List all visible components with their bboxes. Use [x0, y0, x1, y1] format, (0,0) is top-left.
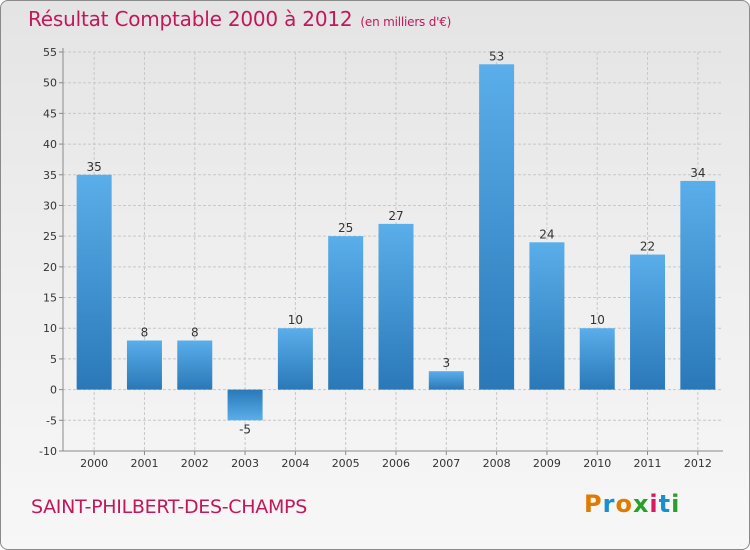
y-tick-label: 30 — [43, 199, 57, 212]
y-tick-label: 15 — [43, 292, 57, 305]
data-label: 10 — [590, 313, 605, 327]
y-tick-label: 10 — [43, 322, 57, 335]
x-tick-label: 2003 — [231, 457, 259, 470]
y-tick-label: 0 — [50, 384, 57, 397]
data-label: 22 — [640, 240, 655, 254]
x-tick-label: 2005 — [332, 457, 360, 470]
commune-name: SAINT-PHILBERT-DES-CHAMPS — [31, 496, 307, 518]
logo-letter: t — [658, 490, 672, 518]
bar-2005 — [328, 236, 364, 390]
bar-2011 — [630, 254, 666, 390]
x-tick-label: 2008 — [483, 457, 511, 470]
chart-subtitle: (en milliers d'€) — [360, 15, 452, 29]
x-tick-label: 2012 — [684, 457, 712, 470]
data-label: 24 — [539, 227, 554, 241]
logo-letter: o — [615, 490, 633, 518]
x-tick-label: 2011 — [634, 457, 662, 470]
bar-2001 — [126, 340, 162, 390]
y-tick-label: 20 — [43, 261, 57, 274]
y-tick-label: 35 — [43, 169, 57, 182]
data-label: 34 — [690, 166, 705, 180]
bar-2010 — [579, 328, 615, 390]
bar-2003 — [227, 389, 263, 421]
bar-2004 — [277, 328, 313, 390]
bar-2006 — [378, 223, 414, 390]
logo-letter: i — [649, 490, 659, 518]
data-label: 35 — [87, 160, 102, 174]
x-tick-label: 2009 — [533, 457, 561, 470]
x-tick-label: 2007 — [432, 457, 460, 470]
x-tick-label: 2002 — [181, 457, 209, 470]
chart-title-text: Résultat Comptable 2000 à 2012 — [28, 7, 353, 31]
x-tick-label: 2010 — [583, 457, 611, 470]
y-tick-label: 5 — [50, 353, 57, 366]
data-label: 3 — [442, 356, 450, 370]
bar-2012 — [680, 180, 716, 390]
x-tick-label: 2000 — [80, 457, 108, 470]
y-tick-label: -5 — [46, 414, 57, 427]
data-label: 25 — [338, 221, 353, 235]
bar-2002 — [177, 340, 213, 390]
x-tick-label: 2001 — [130, 457, 158, 470]
logo-letter: i — [671, 490, 681, 518]
logo-letter: x — [632, 490, 650, 518]
data-label: 27 — [388, 209, 403, 223]
bar-2007 — [428, 371, 464, 390]
data-label: -5 — [239, 422, 251, 436]
y-tick-label: 50 — [43, 77, 57, 90]
chart-title: Résultat Comptable 2000 à 2012 (en millie… — [28, 7, 451, 31]
data-label: 10 — [288, 313, 303, 327]
y-tick-label: -10 — [39, 445, 57, 458]
bar-2000 — [76, 174, 112, 390]
logo-letter: P — [584, 490, 603, 518]
proxiti-logo: Proxiti — [584, 490, 694, 526]
axes: -10 -5 0 5 10 15 20 25 30 35 40 45 50 55 2000 2001 2002 2… — [39, 46, 723, 470]
bar-2008 — [479, 64, 515, 390]
data-label: 8 — [191, 326, 199, 340]
bar-2009 — [529, 242, 565, 390]
x-tick-label: 2006 — [382, 457, 410, 470]
x-tick-label: 2004 — [281, 457, 309, 470]
y-tick-label: 40 — [43, 138, 57, 151]
logo-letter: r — [602, 490, 616, 518]
y-tick-label: 25 — [43, 230, 57, 243]
bars — [76, 64, 716, 421]
data-label: 8 — [141, 326, 149, 340]
y-tick-label: 45 — [43, 107, 57, 120]
y-tick-label: 55 — [43, 46, 57, 59]
data-label: 53 — [489, 49, 504, 63]
data-labels: 35 8 8 -5 10 25 27 3 53 24 10 22 34 — [87, 49, 706, 436]
